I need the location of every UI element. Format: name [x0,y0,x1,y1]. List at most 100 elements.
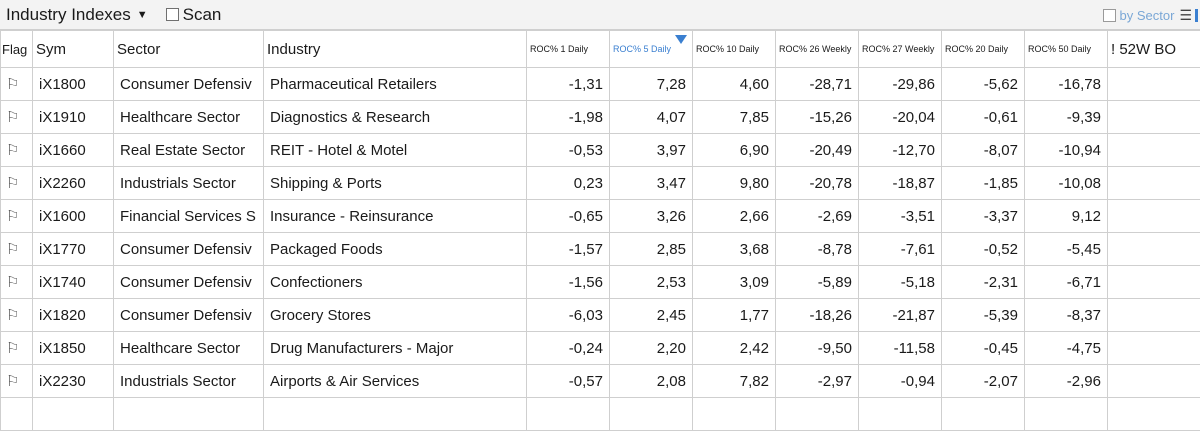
column-header-roc26[interactable]: ROC% 26 Weekly [776,31,859,68]
column-header-roc1[interactable]: ROC% 1 Daily [527,31,610,68]
flag-icon[interactable]: ⚐ [6,273,19,291]
cell-roc20: -0,61 [942,101,1025,134]
cell-roc26: -2,69 [776,200,859,233]
by-sector-checkbox-box[interactable] [1103,9,1116,22]
cell-roc26: -2,97 [776,365,859,398]
flag-icon[interactable]: ⚐ [6,240,19,258]
scan-checkbox-box[interactable] [166,8,179,21]
cell-roc27: -12,70 [859,134,942,167]
flag-cell[interactable]: ⚐ [1,299,33,332]
cell-roc20: -5,39 [942,299,1025,332]
flag-icon[interactable]: ⚐ [6,306,19,324]
column-header-flag[interactable]: Flag [1,31,33,68]
cell-sym: iX1850 [33,332,114,365]
cell-roc20: -8,07 [942,134,1025,167]
flag-icon[interactable]: ⚐ [6,174,19,192]
cell-roc50: -6,71 [1025,266,1108,299]
cell-roc5: 2,53 [610,266,693,299]
cell-roc26: -20,78 [776,167,859,200]
cell-roc27: -5,18 [859,266,942,299]
panel-edge-icon[interactable] [1195,9,1198,22]
cell-roc27: -18,87 [859,167,942,200]
column-header-sym[interactable]: Sym [33,31,114,68]
toolbar-right-tools: by Sector ☰ [1103,0,1198,30]
cell-roc1: -0,57 [527,365,610,398]
flag-cell[interactable]: ⚐ [1,134,33,167]
cell-sym: iX1910 [33,101,114,134]
industry-index-table: Flag Sym Sector Industry ROC% 1 Daily RO… [0,30,1200,431]
flag-cell[interactable]: ⚐ [1,266,33,299]
hamburger-menu-icon[interactable]: ☰ [1179,7,1192,24]
empty-cell [610,398,693,431]
cell-roc27: -20,04 [859,101,942,134]
cell-roc1: -1,98 [527,101,610,134]
column-header-52w-bo[interactable]: ! 52W BO [1108,31,1200,68]
flag-cell[interactable]: ⚐ [1,365,33,398]
cell-roc26: -28,71 [776,68,859,101]
index-type-dropdown[interactable]: Industry Indexes ▼ [0,5,148,25]
cell-roc5: 4,07 [610,101,693,134]
cell-roc10: 3,09 [693,266,776,299]
cell-roc1: 0,23 [527,167,610,200]
flag-cell[interactable]: ⚐ [1,167,33,200]
cell-roc27: -3,51 [859,200,942,233]
column-header-roc20[interactable]: ROC% 20 Daily [942,31,1025,68]
cell-52w-bo [1108,68,1200,101]
cell-sector: Consumer Defensiv [114,299,264,332]
flag-cell[interactable]: ⚐ [1,101,33,134]
cell-52w-bo [1108,200,1200,233]
cell-industry: Diagnostics & Research [264,101,527,134]
flag-icon[interactable]: ⚐ [6,141,19,159]
flag-icon[interactable]: ⚐ [6,207,19,225]
cell-sector: Healthcare Sector [114,101,264,134]
cell-roc5: 3,97 [610,134,693,167]
cell-industry: Pharmaceutical Retailers [264,68,527,101]
flag-cell[interactable]: ⚐ [1,200,33,233]
flag-icon[interactable]: ⚐ [6,75,19,93]
cell-roc5: 2,08 [610,365,693,398]
empty-cell [942,398,1025,431]
cell-industry: Grocery Stores [264,299,527,332]
table-row-partial [1,398,1200,431]
cell-roc5: 3,47 [610,167,693,200]
flag-cell[interactable]: ⚐ [1,68,33,101]
column-header-roc50[interactable]: ROC% 50 Daily [1025,31,1108,68]
flag-icon[interactable]: ⚐ [6,339,19,357]
toolbar: Industry Indexes ▼ Scan by Sector ☰ [0,0,1200,30]
empty-cell [859,398,942,431]
cell-roc5: 2,20 [610,332,693,365]
column-header-roc27[interactable]: ROC% 27 Weekly [859,31,942,68]
cell-roc5: 3,26 [610,200,693,233]
column-header-roc5[interactable]: ROC% 5 Daily [610,31,693,68]
cell-roc1: -1,31 [527,68,610,101]
cell-52w-bo [1108,332,1200,365]
scan-checkbox[interactable]: Scan [166,5,222,25]
cell-sym: iX1660 [33,134,114,167]
flag-cell[interactable]: ⚐ [1,233,33,266]
cell-52w-bo [1108,233,1200,266]
flag-cell[interactable]: ⚐ [1,332,33,365]
flag-icon[interactable]: ⚐ [6,372,19,390]
by-sector-checkbox[interactable]: by Sector [1103,8,1175,23]
cell-roc26: -9,50 [776,332,859,365]
column-header-roc10[interactable]: ROC% 10 Daily [693,31,776,68]
cell-sym: iX1600 [33,200,114,233]
cell-sector: Financial Services S [114,200,264,233]
flag-icon[interactable]: ⚐ [6,108,19,126]
column-header-sector[interactable]: Sector [114,31,264,68]
sort-descending-icon [675,35,687,44]
empty-cell [1025,398,1108,431]
cell-sector: Consumer Defensiv [114,68,264,101]
column-header-industry[interactable]: Industry [264,31,527,68]
